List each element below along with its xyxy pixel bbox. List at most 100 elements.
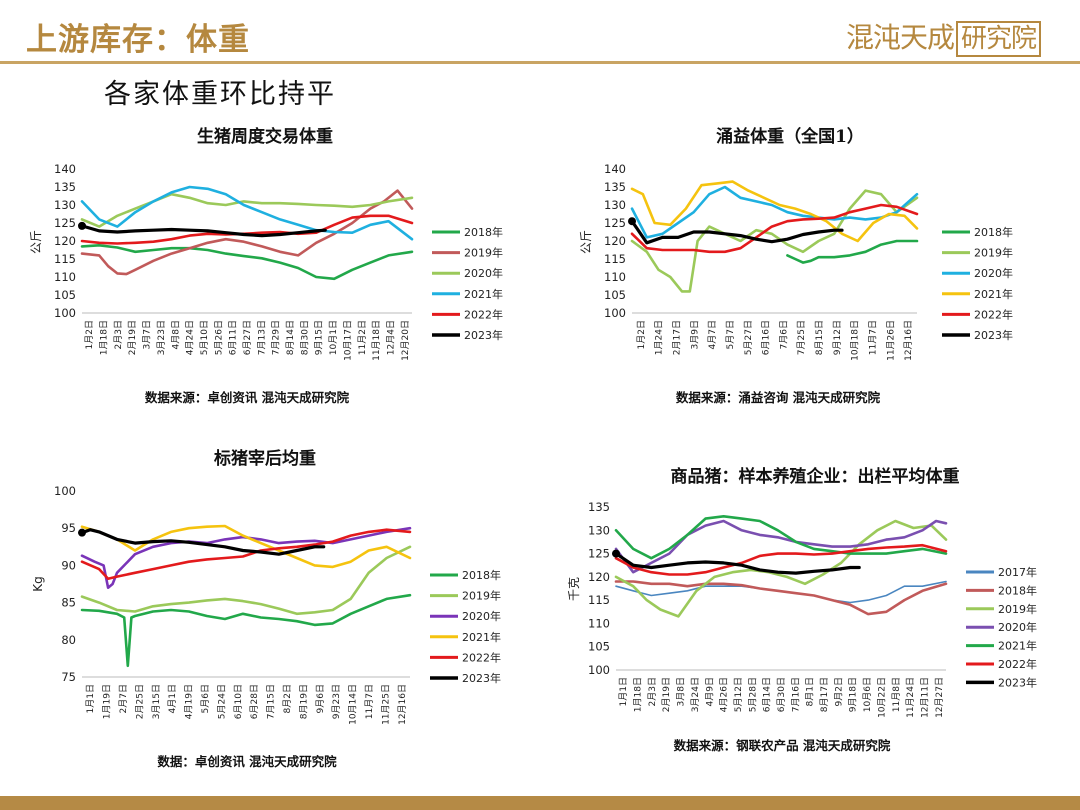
y-tick-label: 110 [588, 616, 610, 630]
series-line-2019年 [630, 189, 919, 293]
x-tick-label: 3月8日 [676, 677, 687, 706]
y-axis-label: 公斤 [579, 230, 593, 254]
legend-label: 2019年 [462, 589, 501, 603]
x-tick-label: 4月19日 [184, 684, 195, 719]
x-tick-label: 9月6日 [315, 684, 326, 713]
x-tick-label: 1月2日 [84, 320, 95, 349]
series-start-marker [78, 221, 86, 230]
logo-seal: 研究院 [956, 21, 1042, 57]
legend-label: 2018年 [998, 583, 1037, 597]
x-tick-label: 8月19日 [298, 684, 309, 719]
x-tick-label: 11月2日 [357, 320, 368, 355]
x-tick-label: 5月28日 [747, 677, 758, 712]
legend-label: 2023年 [974, 328, 1013, 342]
y-tick-label: 95 [61, 521, 76, 535]
x-tick-label: 5月7日 [725, 320, 736, 349]
x-tick-label: 8月30日 [299, 320, 310, 355]
series-start-marker [612, 549, 620, 558]
x-tick-label: 12月4日 [385, 320, 396, 355]
x-tick-label: 8月1日 [805, 677, 816, 706]
legend-label: 2020年 [974, 266, 1013, 280]
legend-label: 2019年 [998, 602, 1037, 616]
y-tick-label: 130 [588, 523, 610, 537]
x-tick-label: 11月18日 [371, 320, 382, 361]
legend-label: 2022年 [462, 650, 501, 664]
series-line-2023年 [630, 219, 844, 245]
chart-2: 涌益体重（全国1） 公斤 100 105 110 115 120 125 130 135 140 1月… [579, 126, 1013, 405]
x-tick-label: 2月19日 [661, 677, 672, 712]
x-tick-label: 10月18日 [850, 320, 861, 361]
x-tick-label: 2月19日 [127, 320, 138, 355]
series-line-2020年 [614, 519, 948, 574]
x-tick-label: 10月6日 [862, 677, 873, 712]
legend-label: 2018年 [464, 225, 503, 239]
x-tick-label: 1月18日 [633, 677, 644, 712]
y-tick-label: 125 [588, 547, 610, 561]
series-start-marker [78, 528, 86, 537]
y-axis-label: Kg [31, 576, 45, 592]
y-axis-label: 千克 [567, 577, 581, 601]
x-tick-label: 1月1日 [85, 684, 96, 713]
x-tick-label: 1月18日 [99, 320, 110, 355]
series-line-2018年 [614, 580, 948, 616]
series-line-2022年 [630, 203, 919, 254]
x-tick-label: 12月11日 [919, 677, 930, 718]
legend-label: 2017年 [998, 565, 1037, 579]
y-tick-label: 80 [61, 633, 76, 647]
chart-title: 生猪周度交易体重 [197, 126, 333, 147]
y-tick-label: 140 [604, 162, 626, 176]
x-tick-label: 3月23日 [156, 320, 167, 355]
header: 上游库存：体重 混沌天成 研究院 [0, 0, 1080, 64]
x-tick-label: 2月25日 [134, 684, 145, 719]
x-tick-label: 1月1日 [618, 677, 629, 706]
chart-source: 数据来源：钢联农产品 混沌天成研究院 [673, 738, 891, 753]
x-tick-label: 4月8日 [170, 320, 181, 349]
y-axis-label: 公斤 [29, 230, 43, 254]
x-tick-label: 2月3日 [113, 320, 124, 349]
x-tick-label: 8月15日 [814, 320, 825, 355]
x-tick-label: 10月1日 [328, 320, 339, 355]
series-line-2021年 [80, 524, 412, 569]
legend-label: 2020年 [464, 266, 503, 280]
y-tick-label: 110 [604, 270, 626, 284]
x-tick-label: 7月25日 [796, 320, 807, 355]
series-line-2020年 [80, 526, 412, 590]
legend-label: 2018年 [974, 225, 1013, 239]
legend-label: 2023年 [998, 675, 1037, 689]
x-tick-label: 9月12日 [832, 320, 843, 355]
series-line-2022年 [80, 528, 412, 581]
series-line-2020年 [80, 192, 414, 228]
x-tick-label: 6月14日 [762, 677, 773, 712]
chart-source: 数据：卓创资讯 混沌天成研究院 [156, 754, 337, 769]
x-tick-label: 6月30日 [776, 677, 787, 712]
x-tick-label: 5月6日 [200, 684, 211, 713]
x-tick-label: 4月26日 [719, 677, 730, 712]
x-tick-label: 11月26日 [885, 320, 896, 361]
y-tick-label: 125 [54, 216, 76, 230]
y-tick-label: 135 [54, 180, 76, 194]
chart-source: 数据来源：涌益咨询 混沌天成研究院 [675, 390, 881, 405]
x-tick-label: 10月14日 [348, 684, 359, 725]
x-tick-label: 8月14日 [285, 320, 296, 355]
series-line-2019年 [614, 519, 948, 618]
series-line-2021年 [630, 180, 919, 243]
chart-title: 商品猪：样本养殖企业：出栏平均体重 [671, 466, 960, 487]
series-line-2022年 [614, 543, 948, 576]
x-tick-label: 4月1日 [167, 684, 178, 713]
y-tick-label: 100 [588, 663, 610, 677]
x-tick-label: 6月11日 [228, 320, 239, 355]
x-tick-label: 9月18日 [848, 677, 859, 712]
series-line-2023年 [614, 551, 861, 575]
x-tick-label: 4月24日 [185, 320, 196, 355]
y-tick-label: 85 [61, 596, 76, 610]
y-tick-label: 90 [61, 558, 76, 572]
y-tick-label: 120 [54, 234, 76, 248]
x-tick-label: 11月7日 [867, 320, 878, 355]
series-line-2023年 [80, 528, 326, 556]
chart-3: 标猪宰后均重 Kg 75 80 85 90 95 100 1月1日 1月19日 2月7日 2月25日 3… [31, 448, 501, 769]
x-tick-label: 7月13日 [256, 320, 267, 355]
x-tick-label: 1月2日 [636, 320, 647, 349]
legend-label: 2021年 [462, 630, 501, 644]
